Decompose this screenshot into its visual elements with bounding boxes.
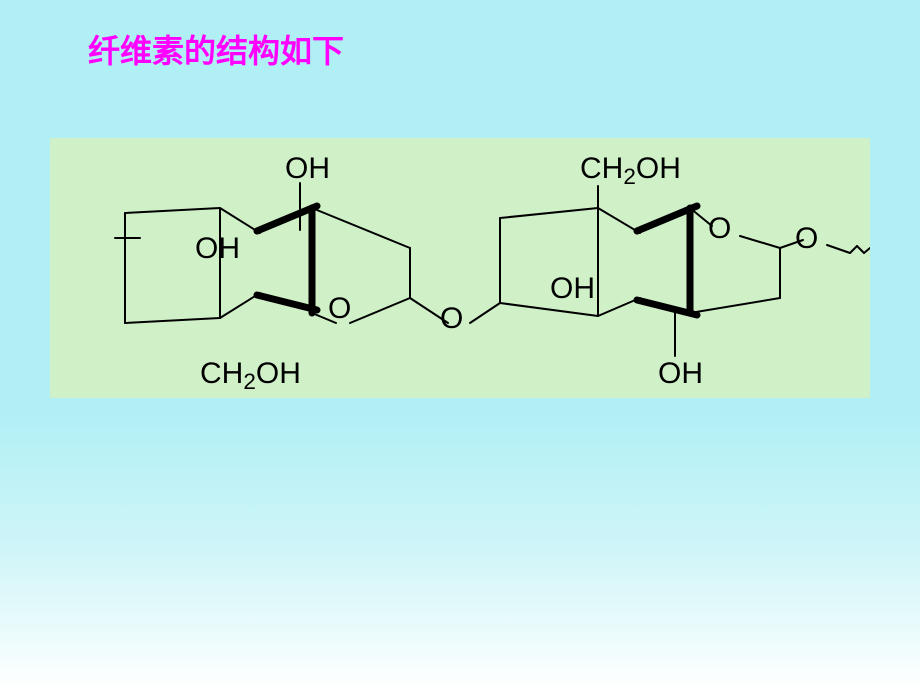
- structure-svg: OH CH2OH OH O OH O O O CH2OH OH: [50, 138, 870, 398]
- svg-text:OH: OH: [658, 357, 703, 390]
- svg-text:O: O: [795, 222, 818, 255]
- svg-text:O: O: [708, 212, 731, 245]
- svg-text:O: O: [328, 292, 351, 325]
- svg-text:OH: OH: [285, 152, 330, 185]
- svg-text:OH: OH: [195, 232, 240, 265]
- svg-text:OH: OH: [550, 272, 595, 305]
- svg-text:O: O: [440, 302, 463, 335]
- chemical-structure-diagram: OH CH2OH OH O OH O O O CH2OH OH: [50, 138, 870, 398]
- svg-text:CH2OH: CH2OH: [580, 152, 681, 189]
- svg-text:CH2OH: CH2OH: [200, 357, 301, 394]
- page-title: 纤维素的结构如下: [88, 26, 344, 72]
